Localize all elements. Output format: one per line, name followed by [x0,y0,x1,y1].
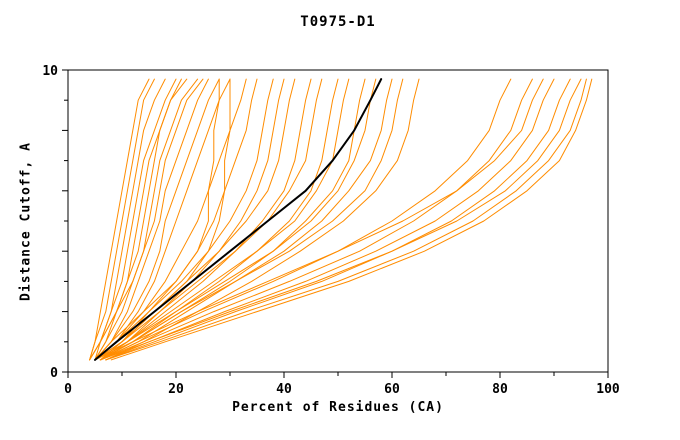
model-curve [94,78,377,361]
model-curve [89,78,204,361]
model-curve [94,78,220,361]
x-tick-label: 60 [384,382,400,397]
model-curve [105,78,571,361]
x-tick-label: 80 [492,382,508,397]
model-curve [94,78,188,361]
model-curve [94,78,350,361]
model-curve [99,78,258,361]
y-tick-label: 0 [50,366,58,381]
model-curve [94,78,296,361]
model-curve [94,78,274,361]
model-curve [99,78,533,361]
model-curve [94,78,247,361]
model-curve [94,78,209,361]
chart-title: T0975-D1 [300,14,376,30]
model-curve [99,78,512,361]
highlight-model-curve [94,78,383,361]
model-curve [99,78,393,361]
model-curve [105,78,555,361]
model-curve [99,78,339,361]
model-curve [105,78,420,361]
model-curve [99,78,312,361]
x-tick-label: 100 [596,382,620,397]
model-curve [99,78,285,361]
x-tick-label: 20 [168,382,184,397]
model-curve [94,78,199,361]
model-curve [89,78,150,361]
model-curve [94,78,231,361]
model-curve [99,78,582,361]
model-curve [94,78,544,361]
x-axis-label: Percent of Residues (CA) [232,400,444,415]
x-tick-label: 40 [276,382,292,397]
y-tick-label: 10 [42,64,58,79]
model-curve [89,78,155,361]
x-tick-label: 0 [64,382,72,397]
model-curve [105,78,587,361]
model-curve [99,78,404,361]
model-curve [94,78,220,361]
model-curve [94,78,177,361]
model-curve [110,78,593,361]
